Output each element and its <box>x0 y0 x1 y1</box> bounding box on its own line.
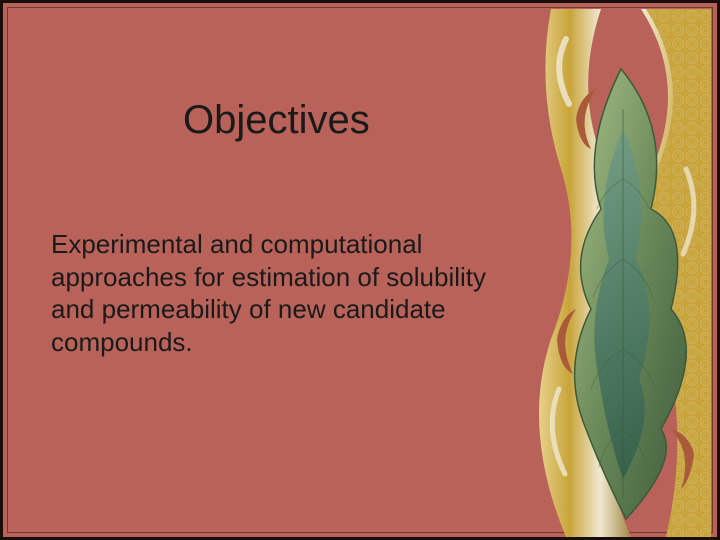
slide-body: Experimental and computational approache… <box>51 228 501 358</box>
decorative-panel <box>531 9 711 537</box>
slide-title: Objectives <box>183 98 370 143</box>
slide: Objectives Experimental and computationa… <box>0 0 720 540</box>
deco-svg <box>531 9 711 537</box>
content-area: Objectives Experimental and computationa… <box>3 3 543 537</box>
